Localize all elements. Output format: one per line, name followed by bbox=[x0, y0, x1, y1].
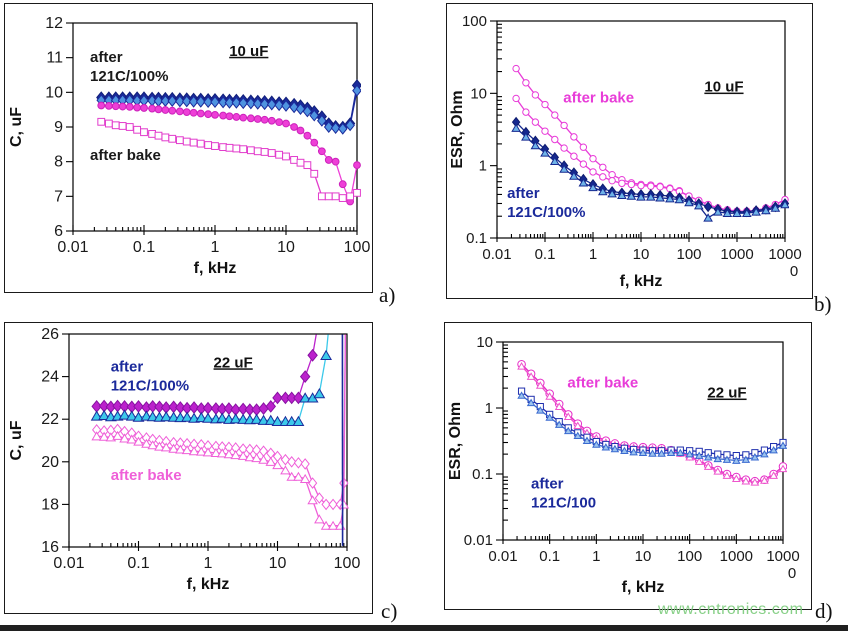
svg-text:0.1: 0.1 bbox=[539, 548, 560, 565]
annotation: after 121C/100 bbox=[531, 476, 596, 512]
panel-c-caption: c) bbox=[381, 599, 398, 623]
svg-text:8: 8 bbox=[54, 154, 63, 171]
x-axis-label: f, kHz bbox=[187, 576, 230, 593]
series-after-121c-100-run-2 bbox=[511, 123, 789, 222]
panel-b-caption: b) bbox=[814, 292, 832, 316]
x-axis-label: f, kHz bbox=[194, 260, 237, 277]
bottom-border-bar bbox=[0, 625, 848, 631]
svg-text:0.1: 0.1 bbox=[472, 466, 493, 483]
panel-esr-10uF: 0.01 0.1 1 10 100 1000 1000 0 0.1 1 10 100 f, kHz ESR… bbox=[446, 3, 813, 299]
chart-title: 10 uF bbox=[704, 79, 743, 96]
svg-text:16: 16 bbox=[41, 539, 59, 556]
svg-text:1: 1 bbox=[479, 158, 487, 175]
axes-ticks bbox=[62, 333, 348, 551]
annotation: after bake bbox=[90, 147, 161, 164]
panel-esr-22uF: 0.01 0.1 1 10 100 1000 1000 0 0.01 0.1 1 10 f, kHz ES… bbox=[444, 322, 812, 610]
svg-text:10: 10 bbox=[470, 85, 487, 102]
svg-text:7: 7 bbox=[54, 188, 63, 205]
svg-text:18: 18 bbox=[41, 496, 59, 513]
svg-text:20: 20 bbox=[41, 454, 59, 471]
y-axis-label: ESR, Ohm bbox=[447, 402, 464, 480]
series-after-121c-100-run-2 bbox=[90, 334, 333, 426]
svg-text:10: 10 bbox=[45, 84, 63, 101]
svg-text:12: 12 bbox=[45, 15, 63, 32]
panel-a-caption: a) bbox=[379, 283, 396, 307]
y-axis-label: C, uF bbox=[8, 420, 25, 460]
svg-text:100: 100 bbox=[344, 239, 370, 256]
chart-c-canvas: 0.01 0.1 1 10 100 16 18 20 22 24 26 f, kHz C, uF 22 u… bbox=[8, 326, 360, 593]
tick-labels: 0.01 0.1 1 10 100 1000 1000 0 0.01 0.1 1 10 bbox=[464, 334, 800, 582]
chart-a-canvas: 0.01 0.1 1 10 100 6 7 8 9 10 11 12 f, kHz C, uF 10 uF a… bbox=[8, 15, 370, 277]
tick-labels: 0.01 0.1 1 10 100 6 7 8 9 10 11 12 bbox=[45, 15, 370, 256]
svg-text:10: 10 bbox=[476, 334, 493, 351]
svg-text:10: 10 bbox=[277, 239, 295, 256]
svg-text:0.1: 0.1 bbox=[127, 555, 149, 572]
svg-text:10: 10 bbox=[633, 246, 650, 263]
svg-text:1: 1 bbox=[592, 548, 600, 565]
svg-text:10: 10 bbox=[635, 548, 652, 565]
svg-text:100: 100 bbox=[677, 548, 702, 565]
svg-text:0.01: 0.01 bbox=[57, 239, 88, 256]
svg-text:0.01: 0.01 bbox=[464, 532, 493, 549]
chart-title: 22 uF bbox=[214, 354, 253, 371]
axes-ticks bbox=[496, 341, 784, 544]
chart-title: 22 uF bbox=[707, 385, 746, 402]
axes-ticks bbox=[490, 20, 786, 242]
series-after-bake-run-2 bbox=[97, 117, 361, 202]
series-after-bake-run-1 bbox=[97, 101, 361, 206]
chart-title: 10 uF bbox=[229, 43, 268, 60]
svg-text:100: 100 bbox=[334, 555, 361, 572]
svg-text:11: 11 bbox=[46, 50, 63, 67]
svg-text:0.01: 0.01 bbox=[53, 555, 84, 572]
svg-text:1: 1 bbox=[589, 246, 597, 263]
svg-text:6: 6 bbox=[54, 223, 63, 240]
svg-text:0.01: 0.01 bbox=[482, 246, 511, 263]
svg-text:0.01: 0.01 bbox=[488, 548, 517, 565]
series-after-121c-100-run-2 bbox=[517, 391, 787, 464]
watermark-text: www.cntronics.com bbox=[658, 601, 804, 618]
svg-text:100: 100 bbox=[676, 246, 701, 263]
annotation: after bake bbox=[567, 375, 638, 392]
svg-text:0.1: 0.1 bbox=[535, 246, 556, 263]
annotation: after 121C/100% bbox=[90, 49, 168, 85]
svg-text:0.1: 0.1 bbox=[133, 239, 155, 256]
svg-text:24: 24 bbox=[41, 369, 59, 386]
svg-text:26: 26 bbox=[41, 326, 59, 343]
y-axis-label: ESR, Ohm bbox=[449, 90, 466, 168]
x-axis-label: f, kHz bbox=[622, 579, 665, 596]
annotation: after bake bbox=[111, 467, 182, 484]
y-axis-label: C, uF bbox=[8, 107, 25, 147]
svg-text:22: 22 bbox=[41, 411, 59, 428]
svg-text:9: 9 bbox=[54, 119, 63, 136]
chart-d-canvas: 0.01 0.1 1 10 100 1000 1000 0 0.01 0.1 1 10 f, kHz ES… bbox=[447, 334, 800, 596]
svg-text:10: 10 bbox=[269, 555, 287, 572]
svg-text:1000: 1000 bbox=[720, 246, 753, 263]
svg-text:0.1: 0.1 bbox=[466, 230, 487, 247]
annotation: after 121C/100% bbox=[111, 359, 189, 395]
series-after-bake-run-2 bbox=[91, 334, 350, 530]
svg-text:1000: 1000 bbox=[720, 548, 753, 565]
panel-capacitance-10uF: 0.01 0.1 1 10 100 6 7 8 9 10 11 12 f, kHz C, uF 10 uF a… bbox=[4, 3, 373, 293]
panel-d-caption: d) bbox=[815, 599, 833, 623]
annotation: after 121C/100% bbox=[507, 185, 585, 221]
svg-text:1: 1 bbox=[485, 400, 493, 417]
series-after-121c-100-run-2 bbox=[96, 84, 361, 135]
svg-text:1: 1 bbox=[204, 555, 213, 572]
annotation: after bake bbox=[563, 89, 634, 106]
axes-ticks bbox=[66, 22, 358, 235]
x-axis-label: f, kHz bbox=[620, 273, 663, 290]
panel-capacitance-22uF: 0.01 0.1 1 10 100 16 18 20 22 24 26 f, kHz C, uF 22 u… bbox=[4, 322, 373, 614]
tick-labels: 0.01 0.1 1 10 100 16 18 20 22 24 26 bbox=[41, 326, 360, 572]
svg-text:1: 1 bbox=[211, 239, 220, 256]
svg-text:100: 100 bbox=[462, 13, 487, 30]
